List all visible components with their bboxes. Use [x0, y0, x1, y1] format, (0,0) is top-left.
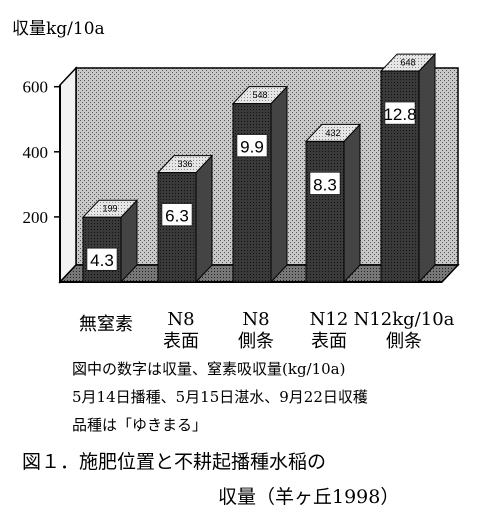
uptake-label-3: 8.3	[313, 175, 337, 194]
uptake-box-4	[384, 101, 416, 125]
note-line-3: 品種は「ゆきまる」	[72, 416, 208, 434]
x-category-label-3-1: 表面	[311, 331, 347, 352]
uptake-label-0: 4.3	[90, 251, 114, 270]
bar-side-2	[270, 85, 288, 284]
x-category-label-1-0: N8	[167, 309, 194, 330]
note-line-1: 図中の数字は収量、窒素吸収量(kg/10a)	[72, 360, 346, 378]
uptake-box-1	[161, 203, 193, 226]
bar-group-4: 648 12.8	[379, 52, 437, 284]
x-category-label-0-0: 無窒素	[79, 314, 133, 335]
bar-value-label-3: 432	[325, 128, 340, 138]
x-category-label-4-0: N12kg/10a	[354, 309, 455, 330]
bar-group-1: 336 6.3	[156, 154, 214, 284]
y-tick-label-200: 200	[23, 208, 49, 227]
bar-value-label-4: 648	[400, 58, 415, 68]
bar-side-3	[343, 123, 361, 284]
bar-value-label-2: 548	[252, 90, 267, 100]
bar-group-2: 548 9.9	[231, 85, 289, 284]
uptake-label-4: 12.8	[383, 105, 416, 124]
figure-caption-line-2: 収量（羊ヶ丘1998）	[218, 486, 400, 508]
figure-caption-line-1: 図１．施肥位置と不耕起播種水稲の	[22, 451, 327, 473]
uptake-label-2: 9.9	[240, 138, 264, 157]
bar-group-3: 432 8.3	[304, 123, 362, 284]
bar-value-label-1: 336	[177, 159, 192, 169]
note-line-2: 5月14日播種、5月15日湛水、9月22日収穫	[72, 388, 368, 406]
y-axis-label: 収量kg/10a	[12, 19, 105, 39]
uptake-box-2	[236, 134, 268, 157]
bar-1	[157, 172, 197, 283]
bar-value-label-0: 199	[102, 204, 117, 214]
uptake-label-1: 6.3	[165, 207, 189, 226]
bar-3	[305, 140, 345, 283]
bar-group-0: 199 4.3	[81, 198, 139, 284]
x-category-label-4-1: 側条	[386, 331, 422, 352]
bar-2	[232, 103, 272, 283]
x-category-label-3-0: N12	[310, 309, 349, 330]
y-tick-label-400: 400	[23, 143, 49, 162]
y-tick-label-600: 600	[23, 78, 49, 97]
bar-side-1	[195, 154, 213, 284]
uptake-box-0	[86, 247, 118, 271]
bar-side-4	[418, 52, 436, 284]
x-category-label-2-1: 側条	[238, 331, 274, 352]
uptake-box-3	[309, 172, 341, 195]
chart-side-wall	[59, 66, 77, 284]
x-category-label-2-0: N8	[242, 309, 269, 330]
x-category-label-1-1: 表面	[163, 331, 199, 352]
